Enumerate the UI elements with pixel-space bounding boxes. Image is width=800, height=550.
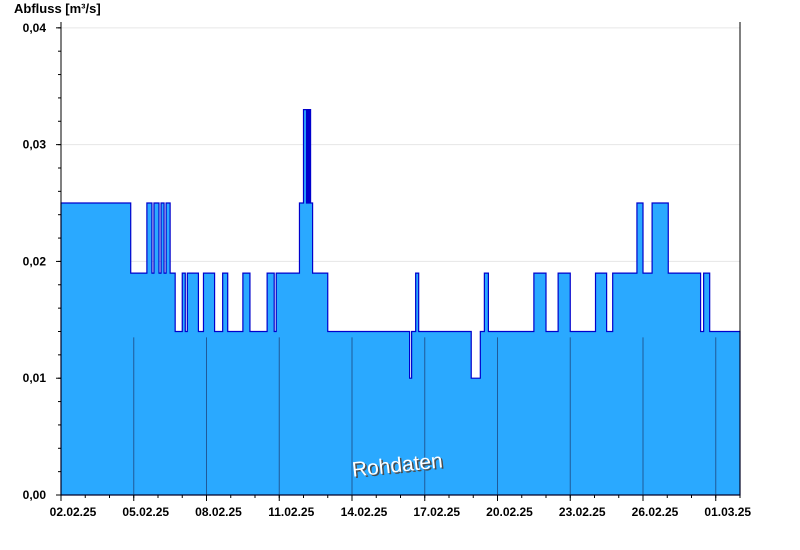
x-tick-label: 01.03.25: [704, 505, 751, 519]
x-tick-label: 11.02.25: [268, 505, 314, 519]
x-tick-label: 02.02.25: [50, 505, 97, 519]
x-axis-ticks: 02.02.25 05.02.25 08.02.25 11.02.25 14.02.25…: [50, 495, 751, 519]
y-tick-label: 0,02: [23, 254, 47, 268]
y-tick-label: 0,00: [23, 488, 47, 502]
discharge-series: [60, 108, 741, 496]
discharge-area: [60, 108, 741, 496]
y-tick-label: 0,01: [23, 371, 47, 385]
x-tick-label: 08.02.25: [195, 505, 242, 519]
x-tick-label: 26.02.25: [632, 505, 679, 519]
y-axis-ticks: 0,00 0,01 0,02 0,03 0,04: [23, 21, 61, 502]
x-tick-label: 14.02.25: [341, 505, 388, 519]
y-tick-label: 0,03: [23, 138, 47, 152]
x-tick-label: 17.02.25: [413, 505, 460, 519]
y-axis-label: Abfluss [m³/s]: [14, 1, 101, 16]
x-tick-label: 05.02.25: [122, 505, 169, 519]
x-tick-label: 23.02.25: [559, 505, 606, 519]
x-tick-label: 20.02.25: [486, 505, 533, 519]
day-separator-lines: [133, 337, 717, 495]
y-tick-label: 0,04: [23, 21, 47, 35]
